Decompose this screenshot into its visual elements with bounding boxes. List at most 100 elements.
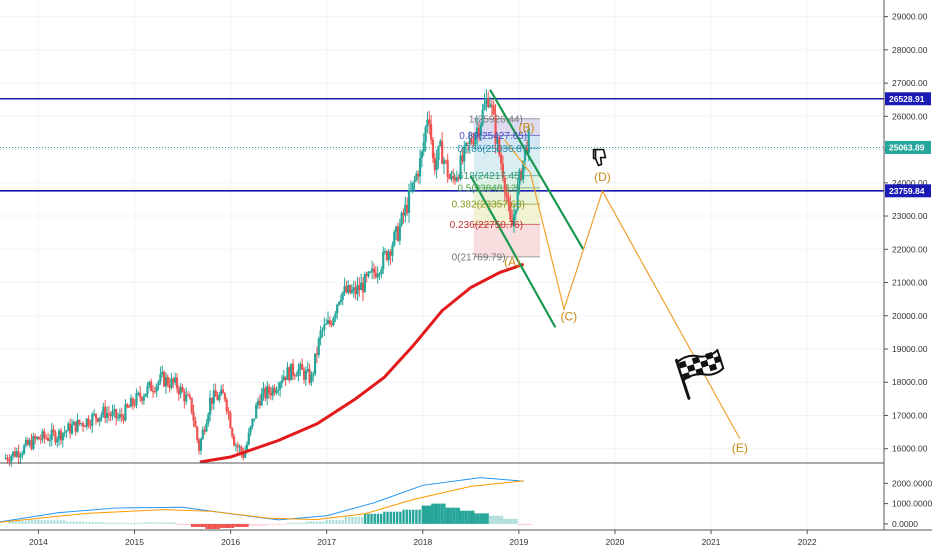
price-tick-label: 16000.00 (892, 444, 928, 454)
histogram-bar (178, 523, 182, 526)
histogram-bar (505, 518, 509, 524)
histogram-bar (503, 518, 506, 524)
histogram-bar (255, 523, 258, 526)
histogram-bar (190, 523, 194, 527)
candle-body-down (446, 160, 449, 177)
histogram-bar (104, 522, 107, 524)
candle-body-down (402, 212, 405, 216)
candle-body-down (354, 287, 357, 295)
candle-body-down (231, 428, 234, 437)
histogram-bar (357, 516, 360, 524)
candle-body-down (269, 392, 273, 396)
candle-body-up (266, 386, 269, 399)
histogram-bar (335, 519, 338, 524)
candle-body-up (382, 251, 385, 270)
histogram-bar (452, 507, 456, 524)
annotation-icons (592, 148, 725, 400)
candle-body-down (457, 177, 460, 180)
histogram-bar (75, 521, 79, 524)
candle-body-up (442, 160, 446, 164)
projection-path (503, 139, 741, 440)
candle-body-up (398, 225, 401, 241)
wave-labels: (A) (B) (C) (D) (E) (504, 120, 748, 455)
histogram-bar (515, 518, 518, 524)
candle-body-down (37, 436, 40, 440)
candle-body-up (310, 373, 313, 383)
histogram-bar (224, 523, 228, 528)
candle-body-up (367, 271, 370, 277)
candle-body-down (288, 367, 291, 381)
histogram-bar (72, 521, 75, 524)
candle-body-up (212, 390, 215, 404)
candle-body-down (505, 192, 508, 198)
histogram-bar (186, 523, 189, 526)
candle-body-down (94, 413, 98, 419)
histogram-bar (354, 516, 357, 524)
candle-body-down (498, 138, 501, 155)
histogram-bar (82, 521, 85, 524)
candle-body-down (43, 431, 46, 438)
candle-body-up (247, 432, 250, 445)
candle-body-up (251, 418, 254, 427)
candle-body-up (488, 104, 492, 107)
candle-body-down (308, 368, 311, 383)
histogram-bar (27, 519, 31, 524)
candle-body-down (45, 437, 48, 439)
flag-check (700, 359, 709, 368)
candle-body-up (325, 323, 328, 325)
histogram-bar (69, 521, 72, 524)
histogram-bar (162, 522, 165, 524)
candle-body-up (369, 271, 372, 273)
histogram-bar (88, 522, 91, 524)
histogram-bar (367, 513, 370, 524)
histogram-bar (271, 523, 274, 525)
candle-body-up (465, 143, 468, 146)
histogram-bar (389, 511, 392, 524)
time-tick-label: 2019 (509, 537, 528, 547)
candle-body-down (78, 419, 81, 424)
candle-body-down (54, 432, 57, 443)
histogram-bar (8, 520, 11, 524)
candle-body-up (105, 413, 109, 419)
candle-body-up (85, 418, 88, 427)
histogram-bar (440, 503, 444, 524)
histogram-bar (85, 522, 88, 524)
candle-body-up (24, 439, 28, 446)
candle-body-up (255, 404, 258, 419)
time-tick-label: 2021 (702, 537, 721, 547)
candle-body-down (417, 173, 420, 177)
fibonacci-label: 0.618(24217.45) (450, 171, 523, 182)
histogram-bar (370, 513, 373, 524)
candle-body-up (220, 389, 223, 395)
channel-line (489, 89, 585, 250)
candle-body-up (159, 374, 162, 382)
fibonacci-zone (473, 118, 541, 136)
histogram-bar (214, 523, 218, 529)
histogram-bar (139, 523, 143, 525)
fibonacci-label: 0.5(23848.12) (457, 183, 519, 194)
candle-body-up (137, 392, 140, 394)
histogram-bar (467, 510, 470, 524)
histogram-bar (251, 523, 255, 526)
histogram-bar (411, 509, 415, 524)
candle-body-up (337, 301, 341, 305)
histogram-bar (423, 505, 426, 524)
histogram-bar (488, 515, 492, 524)
thumbs-down-shape (592, 148, 607, 167)
candle-body-up (280, 380, 284, 383)
candle-body-up (199, 439, 203, 451)
candle-body-up (312, 373, 315, 375)
candle-body-down (499, 154, 503, 164)
histogram-bar (460, 510, 463, 524)
candle-body-up (479, 124, 482, 136)
flag-check (713, 355, 723, 364)
histogram-bar (520, 523, 523, 526)
candle-body-down (188, 395, 191, 398)
candle-body-down (186, 394, 190, 396)
candle-body-down (301, 364, 304, 370)
histogram-bar (107, 522, 111, 524)
candle-body-up (58, 430, 61, 440)
